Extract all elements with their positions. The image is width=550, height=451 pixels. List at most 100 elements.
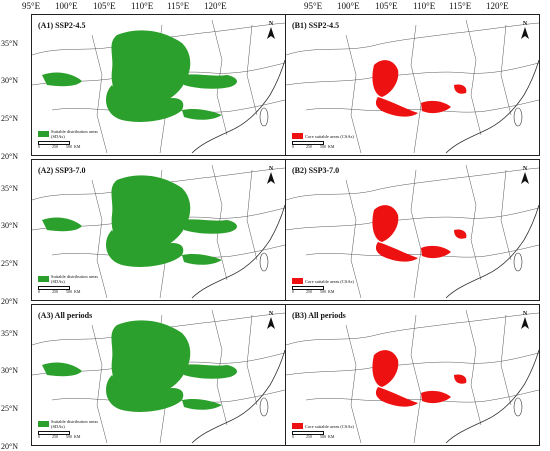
panel-title: (A2) SSP3-7.0 [38, 166, 86, 175]
legend-label: Core suitable areas (CSAs) [305, 278, 354, 284]
map-canvas [286, 309, 539, 444]
province-border [286, 167, 539, 201]
province-border [410, 24, 422, 154]
map-canvas [286, 164, 539, 299]
taiwan-outline [513, 252, 523, 272]
lon-label: 120°E [204, 1, 227, 11]
province-border [345, 34, 362, 154]
province-border [410, 169, 422, 299]
legend-swatch [292, 423, 303, 429]
province-border [286, 62, 539, 86]
coastline [191, 59, 285, 154]
lon-label: 100°E [337, 1, 360, 11]
legend-swatch [38, 421, 49, 427]
core-area [454, 374, 467, 384]
province-border [246, 24, 258, 116]
coastline [191, 349, 285, 444]
suitable-area [130, 197, 167, 234]
scale-bar: 0 250 500 KM [292, 141, 352, 149]
legend: Core suitable areas (CSAs) [292, 423, 365, 429]
coastline [445, 204, 539, 299]
province-border [246, 169, 258, 261]
panel-title: (A3) All periods [38, 311, 93, 320]
panel-title: (A1) SSP2-4.5 [38, 21, 86, 30]
suitable-area [182, 253, 222, 265]
lat-label: 30°N [1, 76, 18, 85]
map-panel-b1: (B1) SSP2-4.5 N Core suitable areas (CSAs)… [285, 14, 540, 156]
lon-label: 110°E [413, 1, 436, 11]
province-border [91, 34, 108, 154]
province-border [465, 164, 482, 281]
panel-title: (B2) SSP3-7.0 [292, 166, 340, 175]
core-area [375, 387, 418, 407]
legend: Core suitable areas (CSAs) [292, 133, 365, 139]
legend: Suitable distribution areas (SDAs) [38, 274, 111, 284]
lat-label: 25°N [1, 259, 18, 268]
core-area [454, 229, 467, 239]
suitable-area [130, 342, 167, 379]
lat-label: 25°N [1, 404, 18, 413]
lon-label: 115°E [449, 1, 472, 11]
map-panel-b2: (B2) SSP3-7.0 N Core suitable areas (CSAs)… [285, 159, 540, 301]
core-area [372, 205, 399, 242]
core-area [375, 97, 418, 117]
taiwan-outline [513, 107, 523, 127]
province-border [286, 352, 539, 376]
lon-label: 120°E [486, 1, 509, 11]
core-area [421, 100, 451, 114]
legend-swatch [292, 133, 303, 139]
north-arrow-icon: N [519, 21, 531, 41]
lat-label: 20°N [1, 152, 18, 161]
legend-label: Suitable distribution areas (SDAs) [51, 129, 98, 139]
lon-label: 105°E [93, 1, 116, 11]
lat-label: 20°N [1, 297, 18, 306]
province-border [246, 314, 258, 406]
map-panel-a2: (A2) SSP3-7.0 N Suitable distribution area… [31, 159, 286, 301]
province-border [91, 179, 108, 299]
suitable-area [182, 108, 222, 120]
top-longitude-labels: 95°E 100°E 105°E 110°E 115°E 120°E 95°E … [0, 0, 550, 14]
suitable-area [182, 364, 238, 379]
province-border [465, 19, 482, 136]
core-area [372, 60, 399, 97]
province-border [410, 314, 422, 444]
province-border [286, 312, 539, 346]
lat-label: 20°N [1, 442, 18, 451]
core-area [454, 84, 467, 94]
north-arrow-icon: N [519, 311, 531, 331]
province-border [286, 207, 539, 231]
taiwan-outline [259, 397, 269, 417]
suitable-area [42, 217, 82, 232]
map-panel-a3: (A3) All periods N Suitable distribution a… [31, 304, 286, 446]
map-canvas [286, 19, 539, 154]
province-border [500, 169, 512, 261]
province-border [91, 324, 108, 444]
north-arrow-icon: N [519, 166, 531, 186]
suitable-area [182, 398, 222, 410]
suitable-area [42, 72, 82, 87]
lon-label: 95°E [304, 1, 323, 11]
north-arrow-icon: N [265, 311, 277, 331]
core-area [372, 350, 399, 387]
lon-label: 110°E [131, 1, 154, 11]
map-panel-b3: (B3) All periods N Core suitable areas (CS… [285, 304, 540, 446]
scale-bar: 0 250 500 KM [38, 431, 98, 439]
lon-label: 105°E [375, 1, 398, 11]
scale-bar: 0 250 500 KM [292, 431, 352, 439]
lon-label: 95°E [22, 1, 41, 11]
north-arrow-icon: N [265, 21, 277, 41]
suitable-area [182, 219, 238, 234]
legend-label: Core suitable areas (CSAs) [305, 423, 354, 429]
legend-label: Suitable distribution areas (SDAs) [51, 419, 98, 429]
scale-bar: 0 250 500 KM [38, 141, 98, 149]
suitable-area [182, 74, 238, 89]
legend: Suitable distribution areas (SDAs) [38, 129, 111, 139]
scale-bar: 0 250 500 KM [38, 286, 98, 294]
scale-bar: 0 250 500 KM [292, 286, 352, 294]
lat-label: 30°N [1, 366, 18, 375]
north-arrow-icon: N [265, 166, 277, 186]
legend-label: Core suitable areas (CSAs) [305, 133, 354, 139]
province-border [286, 22, 539, 56]
map-canvas [32, 309, 285, 444]
